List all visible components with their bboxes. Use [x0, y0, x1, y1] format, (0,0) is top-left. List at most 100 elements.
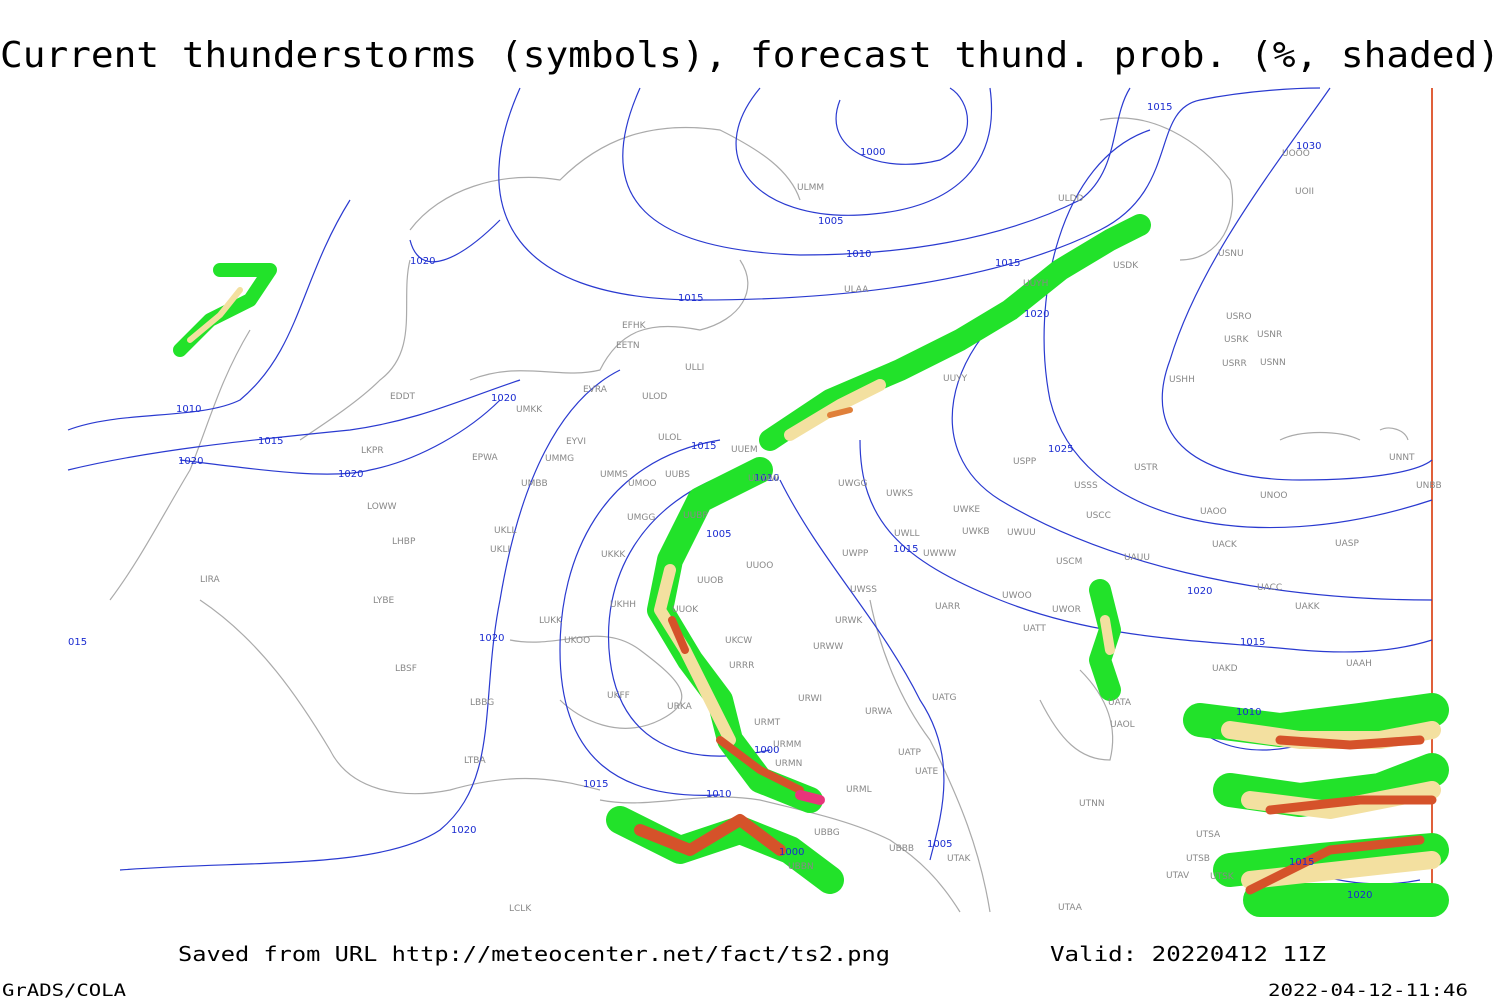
station-label: UNOO	[1260, 491, 1288, 501]
station-label: URMM	[773, 740, 801, 750]
station-label: UMKK	[516, 405, 543, 415]
thunder-probability	[173, 214, 1449, 917]
isobar	[779, 479, 945, 861]
station-label: UTSK	[1210, 872, 1235, 882]
isobar-label: 1000	[860, 147, 885, 158]
station-label: UTAV	[1166, 871, 1190, 881]
station-label: UWSS	[850, 585, 877, 595]
station-label: UUOO	[746, 561, 773, 571]
station-label: UWKS	[886, 489, 913, 499]
station-label: UWOO	[1002, 591, 1032, 601]
station-label: UAOL	[1110, 720, 1135, 730]
isobar	[498, 87, 1321, 301]
isobar-label: 1020	[451, 825, 476, 836]
station-label: USPP	[1013, 457, 1037, 467]
station-label: UKLI	[490, 545, 510, 555]
isobar-label: 1015	[893, 544, 918, 555]
isobar	[951, 299, 1433, 601]
isobar-label: 1020	[178, 456, 203, 467]
station-label: USNR	[1257, 330, 1282, 340]
coastline	[1279, 427, 1409, 441]
station-label: USRK	[1224, 335, 1250, 345]
station-label: URMT	[754, 718, 781, 728]
station-label: UKHH	[610, 600, 636, 610]
station-label: UUYY	[943, 374, 968, 384]
station-label: LTBA	[464, 756, 486, 766]
station-label: EYVI	[566, 437, 586, 447]
station-label: UUYH	[1023, 279, 1048, 289]
isobar-label: 1020	[338, 469, 363, 480]
station-label: ULOD	[642, 392, 667, 402]
prob-shade	[795, 790, 825, 805]
station-label: UMOO	[628, 479, 657, 489]
station-labels: ULMM ULDD ULAA USDK USNU USRO USNR USRK USRR USNN…	[200, 149, 1442, 914]
isobar	[622, 87, 1131, 256]
station-label: UTAA	[1058, 903, 1083, 913]
isobar-label: 1020	[1024, 309, 1049, 320]
station-label: UATP	[898, 748, 922, 758]
coastline	[1099, 117, 1234, 261]
isobar-label: 1020	[410, 256, 435, 267]
station-label: UWWW	[923, 549, 956, 559]
station-label: ULDD	[1058, 194, 1084, 204]
station-label: UKOO	[564, 636, 590, 646]
station-label: URMN	[775, 759, 802, 769]
station-label: URML	[846, 785, 872, 795]
station-label: EDDT	[390, 392, 416, 402]
station-label: UWPP	[842, 549, 869, 559]
isobar	[179, 399, 501, 475]
isobar-label: 1015	[258, 436, 283, 447]
station-label: URKA	[667, 702, 693, 712]
isobar-label: 1010	[754, 473, 779, 484]
station-label: UATT	[1023, 624, 1046, 634]
source-url: Saved from URL http://meteocenter.net/fa…	[178, 942, 890, 966]
station-label: ULLI	[685, 363, 704, 373]
coastlines	[109, 117, 1409, 913]
station-label: EETN	[616, 341, 640, 351]
isobar-label: 1000	[779, 847, 804, 858]
station-label: UKFF	[607, 691, 630, 701]
isobar-label: 1000	[754, 745, 779, 756]
isobar-label: 1015	[1240, 637, 1265, 648]
isobar-label: 1020	[1187, 586, 1212, 597]
station-label: UUOK	[672, 605, 699, 615]
station-label: LHBP	[392, 537, 416, 547]
station-label: UAKD	[1212, 664, 1238, 674]
coastline	[869, 599, 991, 913]
station-label: EPWA	[472, 453, 499, 463]
station-label: UWKB	[962, 527, 990, 537]
station-label: LBBG	[470, 698, 494, 708]
title: Current thunderstorms (symbols), forecas…	[0, 35, 1500, 76]
station-label: EFHK	[622, 321, 647, 331]
station-label: USTR	[1134, 463, 1158, 473]
coastline	[199, 599, 601, 795]
coastline	[509, 635, 683, 729]
station-label: UUOB	[697, 576, 723, 586]
isobar-label: 1010	[706, 789, 731, 800]
station-label: UAAH	[1346, 659, 1372, 669]
isobar-label: 1010	[846, 249, 871, 260]
prob-shade	[784, 379, 886, 441]
isobar	[1161, 87, 1433, 481]
isobar-label: 1015	[678, 293, 703, 304]
station-label: URWW	[813, 642, 843, 652]
isobar-label: 1005	[706, 529, 731, 540]
station-label: UMMS	[600, 470, 628, 480]
station-label: URWI	[798, 694, 822, 704]
station-label: UKKK	[601, 550, 626, 560]
station-label: URWK	[835, 616, 863, 626]
station-label: UKCW	[725, 636, 752, 646]
station-label: LCLK	[509, 904, 532, 914]
isobar-label: 1030	[1296, 141, 1321, 152]
station-label: EVRA	[583, 385, 608, 395]
station-label: LYBE	[373, 596, 394, 606]
station-label: UWLL	[894, 529, 920, 539]
isobar-labels: 1000 1005 1010 1015 1015 1020 1020 1010 1015 1020…	[68, 102, 1372, 901]
station-label: UASP	[1335, 539, 1359, 549]
isobar-label: 1010	[176, 404, 201, 415]
station-label: USRO	[1226, 312, 1252, 322]
coastline	[409, 126, 801, 231]
station-label: USRR	[1222, 359, 1247, 369]
